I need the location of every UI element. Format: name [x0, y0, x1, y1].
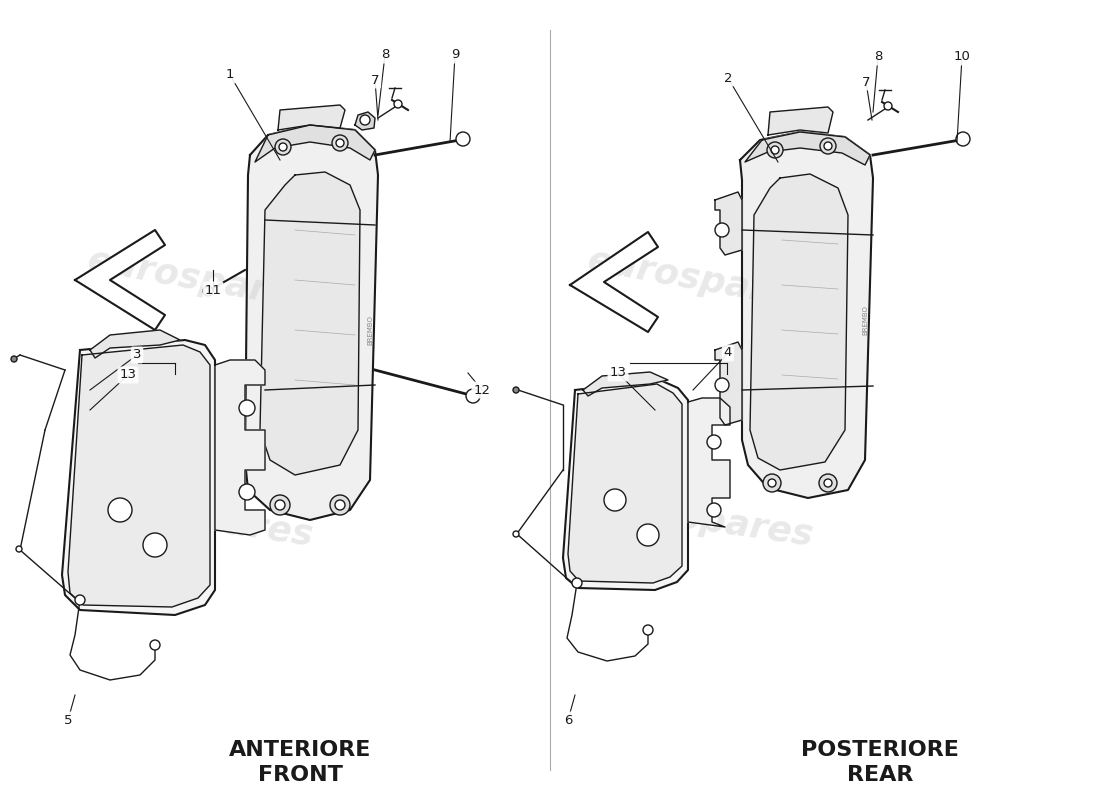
Circle shape: [715, 223, 729, 237]
Circle shape: [150, 640, 160, 650]
Text: 13: 13: [609, 366, 627, 379]
Polygon shape: [62, 340, 214, 615]
Text: 8: 8: [873, 50, 882, 63]
Text: eurospares: eurospares: [584, 487, 815, 553]
Text: 6: 6: [564, 714, 572, 726]
Circle shape: [604, 489, 626, 511]
Circle shape: [884, 102, 892, 110]
Circle shape: [143, 533, 167, 557]
Text: 7: 7: [371, 74, 380, 86]
Circle shape: [394, 100, 402, 108]
Text: 10: 10: [954, 50, 970, 63]
Circle shape: [275, 139, 292, 155]
Text: ANTERIORE: ANTERIORE: [229, 740, 371, 760]
Polygon shape: [570, 232, 658, 332]
Text: 3: 3: [133, 349, 141, 362]
Circle shape: [270, 495, 290, 515]
Polygon shape: [90, 330, 180, 358]
Text: 5: 5: [64, 714, 73, 726]
Circle shape: [513, 531, 519, 537]
Text: BREMBO: BREMBO: [862, 305, 868, 335]
Polygon shape: [563, 380, 688, 590]
Text: BREMBO: BREMBO: [367, 315, 373, 345]
Circle shape: [466, 389, 480, 403]
Text: 8: 8: [381, 49, 389, 62]
Text: 7: 7: [861, 75, 870, 89]
Text: 11: 11: [205, 283, 221, 297]
Circle shape: [644, 625, 653, 635]
Text: eurospares: eurospares: [85, 243, 316, 317]
Circle shape: [16, 546, 22, 552]
Polygon shape: [583, 372, 668, 396]
Circle shape: [360, 115, 370, 125]
Text: eurospares: eurospares: [85, 487, 316, 553]
Circle shape: [513, 387, 519, 393]
Circle shape: [763, 474, 781, 492]
Circle shape: [336, 500, 345, 510]
Circle shape: [75, 595, 85, 605]
Circle shape: [108, 498, 132, 522]
Circle shape: [572, 578, 582, 588]
Polygon shape: [260, 172, 360, 475]
Circle shape: [771, 146, 779, 154]
Text: FRONT: FRONT: [257, 765, 342, 785]
Circle shape: [336, 139, 344, 147]
Polygon shape: [568, 384, 682, 583]
Text: POSTERIORE: POSTERIORE: [801, 740, 959, 760]
Circle shape: [768, 479, 776, 487]
Circle shape: [715, 378, 729, 392]
Text: 9: 9: [451, 49, 459, 62]
Polygon shape: [740, 132, 873, 498]
Circle shape: [824, 479, 832, 487]
Polygon shape: [278, 105, 345, 130]
Polygon shape: [768, 107, 833, 135]
Polygon shape: [245, 125, 378, 520]
Text: REAR: REAR: [847, 765, 913, 785]
Circle shape: [239, 400, 255, 416]
Circle shape: [637, 524, 659, 546]
Circle shape: [956, 132, 970, 146]
Polygon shape: [745, 132, 870, 165]
Circle shape: [11, 356, 16, 362]
Polygon shape: [255, 125, 375, 162]
Polygon shape: [715, 192, 742, 255]
Polygon shape: [688, 398, 730, 527]
Circle shape: [824, 142, 832, 150]
Circle shape: [239, 484, 255, 500]
Polygon shape: [715, 342, 742, 425]
Text: 13: 13: [120, 369, 136, 382]
Text: 1: 1: [226, 69, 234, 82]
Circle shape: [275, 500, 285, 510]
Polygon shape: [750, 174, 848, 470]
Text: 12: 12: [473, 383, 491, 397]
Polygon shape: [75, 230, 165, 330]
Text: eurospares: eurospares: [584, 243, 815, 317]
Circle shape: [330, 495, 350, 515]
Polygon shape: [214, 360, 265, 535]
Circle shape: [820, 474, 837, 492]
Polygon shape: [355, 112, 375, 130]
Circle shape: [332, 135, 348, 151]
Circle shape: [204, 286, 213, 296]
Circle shape: [707, 503, 721, 517]
Circle shape: [707, 435, 721, 449]
Circle shape: [767, 142, 783, 158]
Circle shape: [456, 132, 470, 146]
Circle shape: [279, 143, 287, 151]
Circle shape: [820, 138, 836, 154]
Polygon shape: [68, 345, 210, 607]
Text: 2: 2: [724, 71, 733, 85]
Text: 4: 4: [724, 346, 733, 359]
